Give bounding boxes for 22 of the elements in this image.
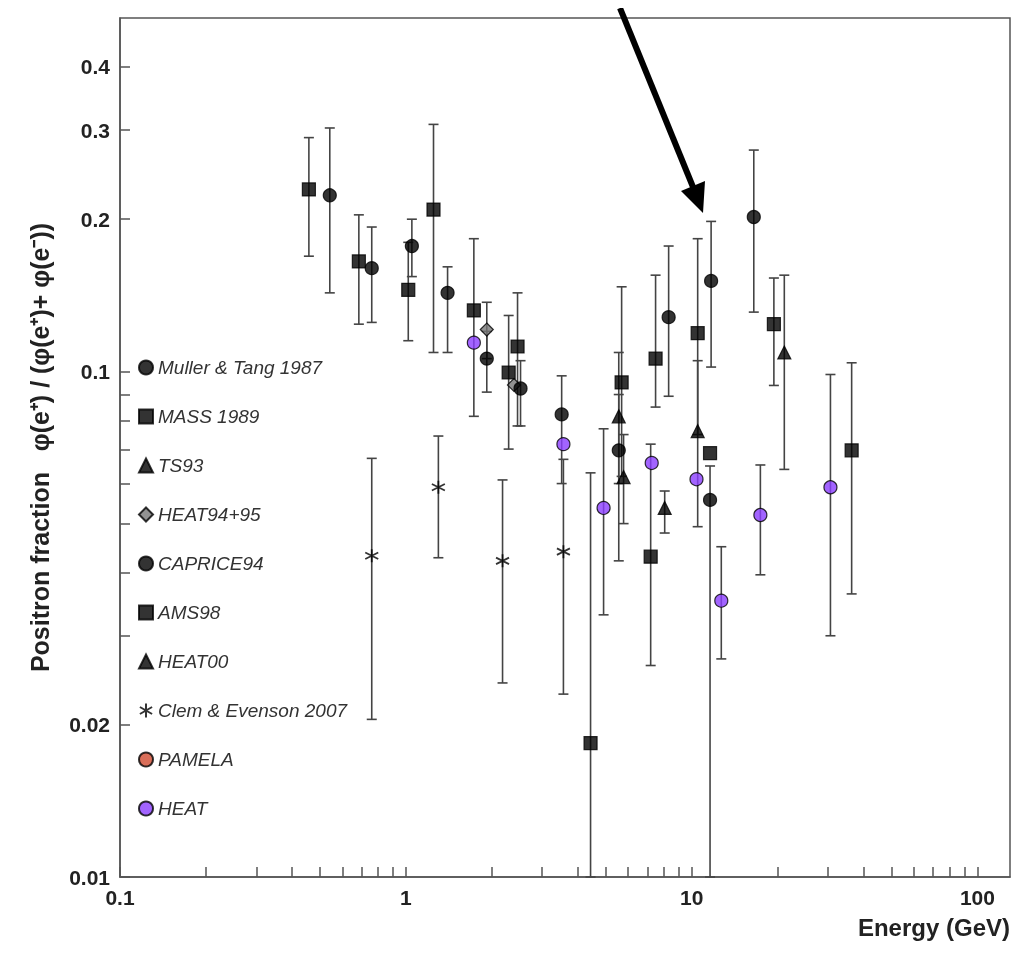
y-tick-label: 0.4 <box>80 55 111 79</box>
y-tick-label: 0.01 <box>69 865 111 889</box>
legend-label: MASS 1989 <box>158 406 260 427</box>
legend-label: CAPRICE94 <box>158 553 264 574</box>
x-tick-label: 1 <box>399 886 412 909</box>
x-tick-label: 10 <box>679 886 704 909</box>
y-tick-label: 0.3 <box>80 118 110 142</box>
legend-label: HEAT00 <box>158 651 229 672</box>
x-axis-title: Energy (GeV) <box>857 913 1010 941</box>
legend-label: PAMELA <box>158 749 234 770</box>
legend-label: HEAT94+95 <box>158 504 262 525</box>
legend-label: AMS98 <box>157 602 221 623</box>
legend-label: HEAT <box>158 798 209 819</box>
legend-label: Clem & Evenson 2007 <box>158 700 349 721</box>
y-axis-title: Positron fraction φ(e⁺) / (φ(e⁺)+ φ(e⁻)) <box>25 222 54 673</box>
x-tick-label: 100 <box>959 886 995 909</box>
legend-label: Muller & Tang 1987 <box>158 357 324 378</box>
y-tick-label: 0.2 <box>80 207 110 231</box>
legend-label: TS93 <box>158 455 204 476</box>
y-tick-label: 0.1 <box>80 359 111 383</box>
x-tick-label: 0.1 <box>105 886 135 909</box>
y-tick-label: 0.02 <box>69 713 110 737</box>
